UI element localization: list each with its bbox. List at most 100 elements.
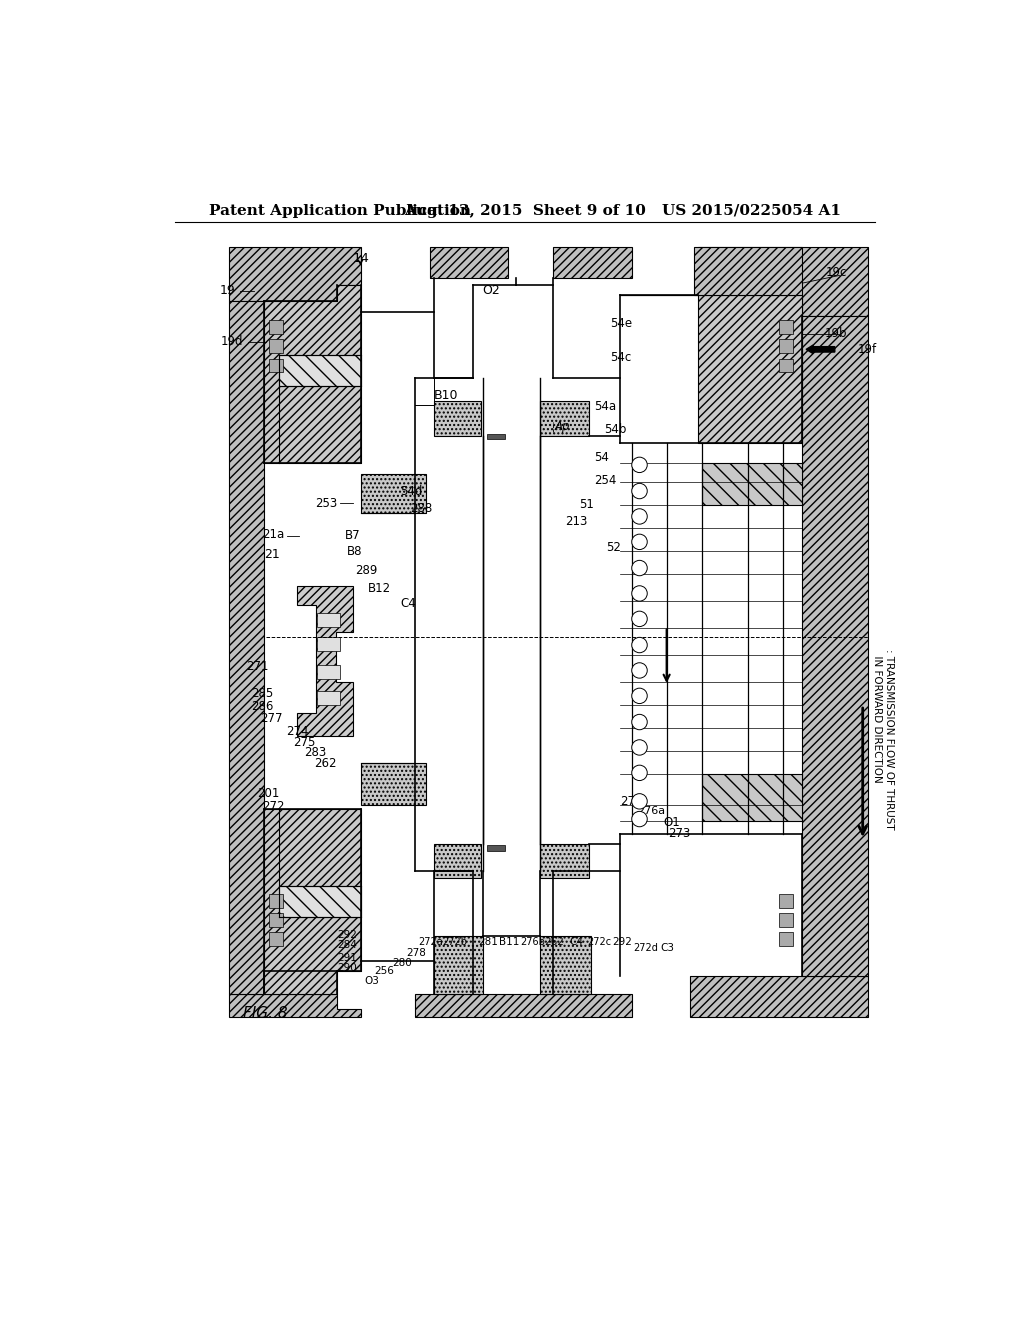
Text: 21a: 21a bbox=[262, 528, 285, 541]
Text: 289: 289 bbox=[355, 564, 378, 577]
Polygon shape bbox=[297, 586, 352, 737]
Polygon shape bbox=[701, 462, 802, 506]
Polygon shape bbox=[541, 401, 589, 436]
Polygon shape bbox=[280, 886, 360, 917]
Text: C4: C4 bbox=[400, 597, 417, 610]
Bar bbox=[779, 932, 793, 946]
Bar bbox=[486, 434, 506, 440]
Text: 284: 284 bbox=[338, 940, 357, 950]
Circle shape bbox=[632, 457, 647, 473]
Bar bbox=[269, 359, 283, 372]
Polygon shape bbox=[415, 994, 632, 1016]
Polygon shape bbox=[541, 843, 589, 878]
Text: B8: B8 bbox=[346, 545, 362, 557]
Text: 262: 262 bbox=[545, 937, 564, 948]
Text: 290: 290 bbox=[338, 964, 357, 973]
Polygon shape bbox=[541, 936, 592, 994]
Text: 272d: 272d bbox=[633, 942, 658, 953]
Text: 276b: 276b bbox=[520, 937, 545, 948]
Text: 19d: 19d bbox=[220, 335, 243, 348]
Polygon shape bbox=[430, 247, 508, 277]
Text: B10: B10 bbox=[433, 389, 458, 403]
Bar bbox=[779, 321, 793, 334]
Text: O2: O2 bbox=[482, 284, 500, 297]
Text: C4: C4 bbox=[569, 937, 583, 948]
Text: O1: O1 bbox=[664, 816, 680, 829]
Polygon shape bbox=[697, 247, 868, 317]
Bar bbox=[317, 638, 340, 651]
Bar bbox=[269, 932, 283, 946]
Text: FIG. 8: FIG. 8 bbox=[243, 1006, 288, 1020]
Text: B7: B7 bbox=[345, 529, 360, 543]
Text: 283: 283 bbox=[304, 746, 327, 759]
Bar bbox=[486, 845, 506, 850]
Text: 276a: 276a bbox=[637, 807, 666, 816]
Text: 54c: 54c bbox=[610, 351, 632, 363]
Text: 280: 280 bbox=[392, 958, 413, 968]
Text: 256: 256 bbox=[374, 966, 393, 975]
Text: 254: 254 bbox=[595, 474, 616, 487]
Polygon shape bbox=[228, 301, 263, 994]
Text: 54a: 54a bbox=[595, 400, 616, 413]
Circle shape bbox=[632, 586, 647, 601]
Circle shape bbox=[632, 560, 647, 576]
Bar bbox=[269, 894, 283, 908]
Text: 54: 54 bbox=[595, 450, 609, 463]
Bar bbox=[317, 665, 340, 678]
Polygon shape bbox=[701, 775, 802, 821]
Text: 54d: 54d bbox=[399, 484, 422, 498]
Circle shape bbox=[632, 766, 647, 780]
Circle shape bbox=[632, 611, 647, 627]
Circle shape bbox=[632, 483, 647, 499]
Polygon shape bbox=[434, 401, 480, 436]
Text: 286: 286 bbox=[251, 700, 273, 713]
Text: 272a: 272a bbox=[418, 937, 442, 948]
Circle shape bbox=[632, 508, 647, 524]
Circle shape bbox=[632, 812, 647, 826]
Circle shape bbox=[632, 793, 647, 809]
Text: 51: 51 bbox=[580, 499, 594, 511]
Text: 14: 14 bbox=[352, 252, 369, 265]
Text: 273: 273 bbox=[669, 828, 691, 841]
Bar bbox=[779, 359, 793, 372]
Polygon shape bbox=[360, 474, 426, 512]
Bar bbox=[317, 692, 340, 705]
Text: 272: 272 bbox=[262, 800, 285, 813]
Polygon shape bbox=[360, 763, 426, 805]
Circle shape bbox=[632, 663, 647, 678]
Bar bbox=[779, 913, 793, 927]
Text: US 2015/0225054 A1: US 2015/0225054 A1 bbox=[662, 203, 841, 218]
Text: 54b: 54b bbox=[604, 422, 627, 436]
Circle shape bbox=[632, 535, 647, 549]
Text: B12: B12 bbox=[369, 582, 391, 594]
Polygon shape bbox=[434, 936, 483, 994]
Text: 276: 276 bbox=[621, 795, 643, 808]
Polygon shape bbox=[434, 843, 480, 878]
Text: 201: 201 bbox=[257, 787, 280, 800]
Text: C3: C3 bbox=[660, 942, 675, 953]
Text: Aug. 13, 2015  Sheet 9 of 10: Aug. 13, 2015 Sheet 9 of 10 bbox=[403, 203, 646, 218]
Text: 288: 288 bbox=[410, 502, 432, 515]
Bar bbox=[779, 339, 793, 354]
Text: 19: 19 bbox=[219, 284, 234, 297]
Text: 19f: 19f bbox=[858, 343, 878, 356]
Polygon shape bbox=[228, 247, 360, 301]
Text: 285: 285 bbox=[252, 686, 273, 700]
Text: 272b: 272b bbox=[442, 937, 468, 948]
Text: 52: 52 bbox=[606, 541, 621, 554]
Text: 54e: 54e bbox=[610, 317, 632, 330]
Polygon shape bbox=[553, 247, 632, 277]
Bar bbox=[269, 339, 283, 354]
Text: : TRANSMISSION FLOW OF THRUST
  IN FORWARD DIRECTION: : TRANSMISSION FLOW OF THRUST IN FORWARD… bbox=[872, 649, 894, 830]
FancyArrow shape bbox=[806, 345, 835, 354]
Polygon shape bbox=[263, 809, 360, 994]
Polygon shape bbox=[228, 994, 360, 1016]
Bar bbox=[779, 894, 793, 908]
Bar bbox=[269, 321, 283, 334]
Bar bbox=[317, 612, 340, 627]
Text: 19b: 19b bbox=[824, 327, 847, 341]
Text: B11: B11 bbox=[499, 937, 519, 948]
Circle shape bbox=[632, 714, 647, 730]
Text: O3: O3 bbox=[365, 975, 379, 986]
Text: 272c: 272c bbox=[587, 937, 611, 948]
